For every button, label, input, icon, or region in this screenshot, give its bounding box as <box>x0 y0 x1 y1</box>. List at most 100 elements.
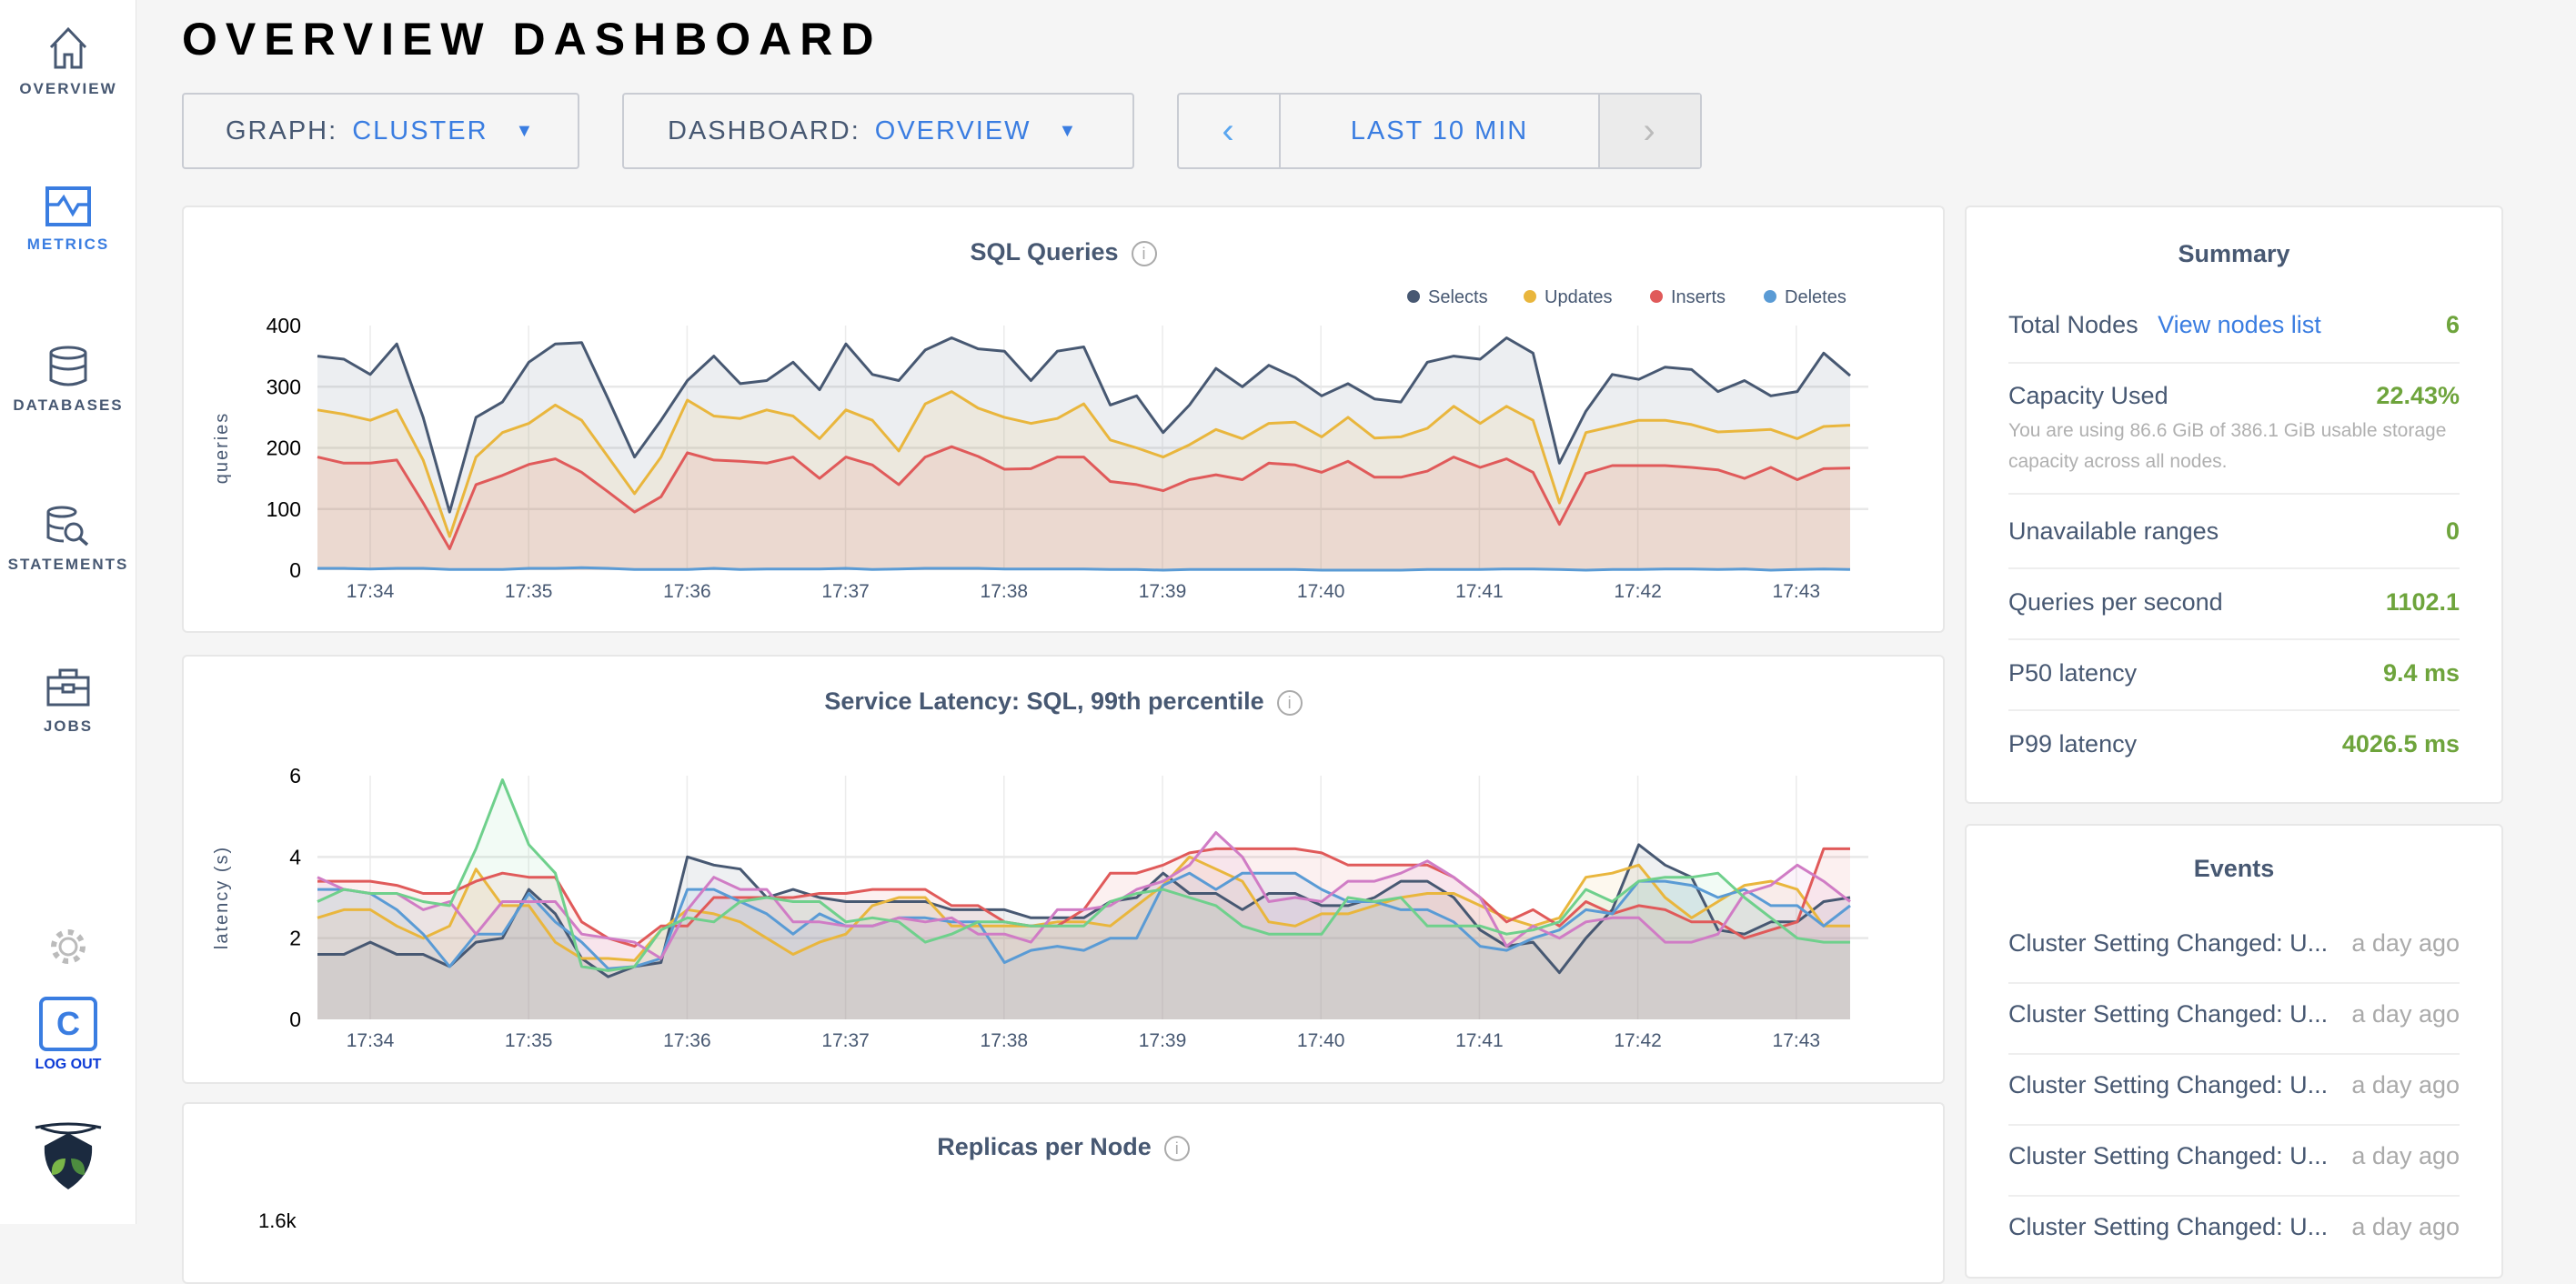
label: Capacity Used <box>2008 382 2168 409</box>
chart-title: SQL Queries <box>970 238 1119 266</box>
x-tick-label: 17:38 <box>981 581 1029 602</box>
event-time: a day ago <box>2351 1000 2460 1028</box>
y-tick-label: 100 <box>267 497 301 521</box>
sidebar-item-label: METRICS <box>26 236 110 253</box>
prev-time-button[interactable]: ‹ <box>1179 95 1281 167</box>
x-tick-label: 17:34 <box>347 581 395 602</box>
event-time: a day ago <box>2351 1142 2460 1169</box>
divider <box>2008 1195 2460 1197</box>
value: 22.43% <box>2376 382 2460 409</box>
series-area <box>317 391 1850 570</box>
y-axis-label: queries <box>212 412 232 485</box>
info-icon[interactable]: i <box>1163 1135 1190 1161</box>
legend-label: Inserts <box>1671 287 1726 307</box>
graph-value: CLUSTER <box>352 115 488 145</box>
x-tick-label: 17:42 <box>1614 1030 1662 1051</box>
y-tick-label: 0 <box>289 1008 301 1031</box>
series-line-deletes <box>317 566 1851 572</box>
sidebar-item-statements[interactable]: STATEMENTS <box>0 505 136 574</box>
event-item[interactable]: Cluster Setting Changed: U... a day ago <box>2008 1142 2460 1170</box>
event-time: a day ago <box>2351 1071 2460 1098</box>
value: 0 <box>2445 517 2460 545</box>
chart-title-wrap: SQL Queries i <box>184 238 1943 266</box>
events-title: Events <box>2193 855 2275 882</box>
divider <box>2008 362 2460 364</box>
series-area <box>317 857 1850 1019</box>
dashboard-dropdown[interactable]: DASHBOARD: OVERVIEW ▼ <box>622 93 1134 169</box>
time-range-label[interactable]: LAST 10 MIN <box>1350 115 1529 145</box>
dashboard-value: OVERVIEW <box>874 115 1031 145</box>
event-item[interactable]: Cluster Setting Changed: U... a day ago <box>2008 1000 2460 1028</box>
settings-button[interactable] <box>0 926 136 968</box>
x-tick-label: 17:39 <box>1139 1030 1187 1051</box>
x-tick-label: 17:35 <box>505 581 553 602</box>
caret-down-icon: ▼ <box>1058 120 1079 141</box>
next-time-button[interactable]: › <box>1598 95 1700 167</box>
summary-title: Summary <box>2178 240 2290 267</box>
legend-swatch <box>1764 290 1776 303</box>
series-line-series-6 <box>317 778 1850 972</box>
sidebar-item-databases[interactable]: DATABASES <box>0 346 136 415</box>
series-line-series-5 <box>317 831 1851 960</box>
capacity-note: You are using 86.6 GiB of 386.1 GiB usab… <box>2008 420 2447 472</box>
divider <box>2008 982 2460 984</box>
y-tick-label: 400 <box>267 314 301 337</box>
chart-title: Replicas per Node <box>937 1133 1152 1160</box>
graph-dropdown[interactable]: GRAPH: CLUSTER ▼ <box>182 93 579 169</box>
caret-down-icon: ▼ <box>515 120 536 141</box>
dashboard-key: DASHBOARD: <box>668 115 860 145</box>
chart-title-wrap: Replicas per Node i <box>184 1133 1943 1161</box>
service-latency-card: Service Latency: SQL, 99th percentile i 1… <box>182 655 1945 1084</box>
series-area <box>317 848 1850 1019</box>
value: 6 <box>2445 311 2460 338</box>
x-tick-label: 17:37 <box>821 581 870 602</box>
summary-qps: Queries per second 1102.1 <box>2008 588 2460 617</box>
home-icon <box>49 26 87 69</box>
x-tick-label: 17:38 <box>981 1030 1029 1051</box>
x-tick-label: 17:36 <box>663 581 711 602</box>
value: 1102.1 <box>2385 588 2460 616</box>
summary-unavailable: Unavailable ranges 0 <box>2008 517 2460 546</box>
event-time: a day ago <box>2351 929 2460 957</box>
event-text: Cluster Setting Changed: U... <box>2008 1142 2329 1169</box>
sidebar-item-jobs[interactable]: JOBS <box>0 668 136 736</box>
series-area <box>317 446 1850 570</box>
value: 9.4 ms <box>2382 659 2460 687</box>
events-card: Events Cluster Setting Changed: U... a da… <box>1965 824 2503 1279</box>
info-icon[interactable]: i <box>1276 689 1303 716</box>
x-tick-label: 17:39 <box>1139 581 1187 602</box>
legend-swatch <box>1407 290 1420 303</box>
series-area <box>317 337 1850 570</box>
logo-icon <box>35 1122 102 1189</box>
summary-card: Summary Total Nodes View nodes list 6 Cap… <box>1965 206 2503 804</box>
legend-label: Deletes <box>1785 287 1846 307</box>
label: P99 latency <box>2008 730 2138 757</box>
x-tick-label: 17:36 <box>663 1030 711 1051</box>
logout-label: LOG OUT <box>35 1057 102 1072</box>
divider <box>2008 1053 2460 1055</box>
x-tick-label: 17:40 <box>1297 581 1345 602</box>
statements-icon <box>46 506 89 547</box>
x-tick-label: 17:41 <box>1455 581 1504 602</box>
sidebar-item-metrics[interactable]: METRICS <box>0 186 136 254</box>
x-tick-label: 17:41 <box>1455 1030 1504 1051</box>
event-text: Cluster Setting Changed: U... <box>2008 929 2329 957</box>
sidebar-item-overview[interactable]: OVERVIEW <box>0 25 136 98</box>
divider <box>2008 567 2460 569</box>
x-tick-label: 17:35 <box>505 1030 553 1051</box>
info-icon[interactable]: i <box>1131 240 1157 266</box>
chart-title-wrap: Service Latency: SQL, 99th percentile i <box>184 687 1943 716</box>
label: Unavailable ranges <box>2008 517 2219 545</box>
divider <box>2008 709 2460 711</box>
y-tick-label: 300 <box>267 375 301 398</box>
event-item[interactable]: Cluster Setting Changed: U... a day ago <box>2008 1071 2460 1099</box>
series-line-series-2 <box>317 855 1850 962</box>
replicas-per-node-card: Replicas per Node i 1.6k <box>182 1102 1945 1284</box>
x-tick-label: 17:34 <box>347 1030 395 1051</box>
event-item[interactable]: Cluster Setting Changed: U... a day ago <box>2008 929 2460 958</box>
event-item[interactable]: Cluster Setting Changed: U... a day ago <box>2008 1213 2460 1241</box>
user-avatar: C <box>39 997 97 1051</box>
logout-button[interactable]: C LOG OUT <box>0 997 136 1073</box>
view-nodes-link[interactable]: View nodes list <box>2158 311 2321 338</box>
time-range-control: ‹ LAST 10 MIN › <box>1177 93 1702 169</box>
